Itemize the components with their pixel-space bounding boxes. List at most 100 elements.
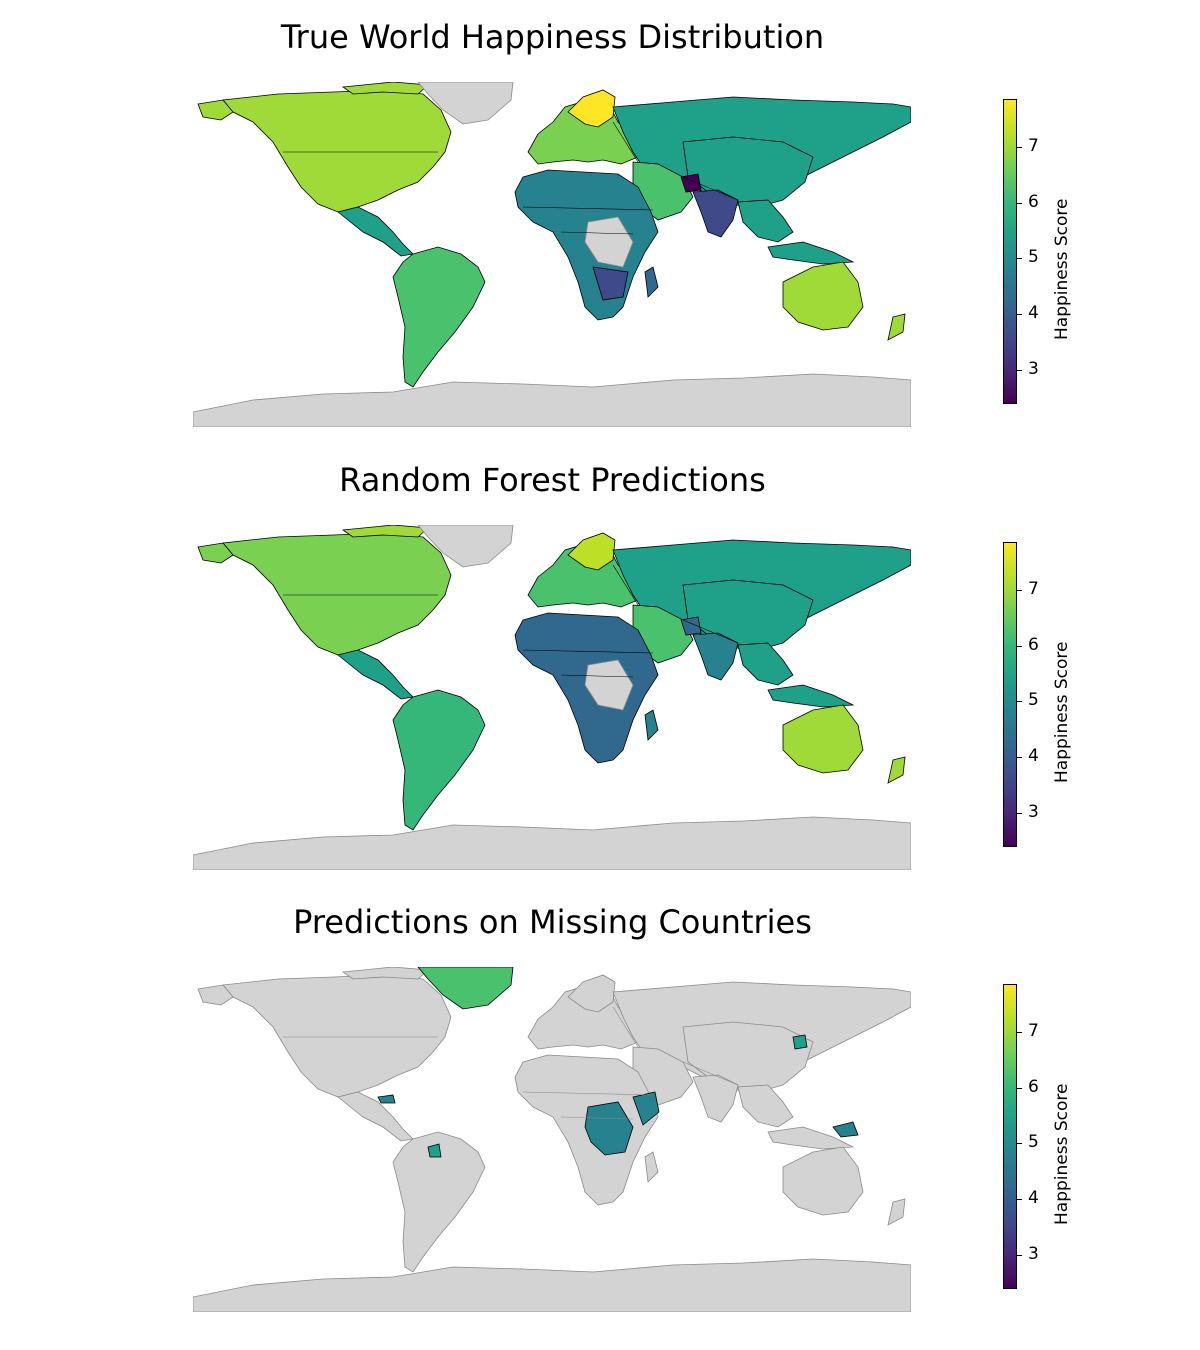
colorbar-tick (1017, 646, 1022, 647)
colorbar-tick-label: 7 (1028, 136, 1039, 156)
country-border (522, 649, 654, 654)
region-australia (782, 704, 864, 774)
region-detail-1 (592, 266, 629, 301)
region-madagascar (644, 266, 659, 298)
colorbar-tick-label: 6 (1028, 192, 1039, 212)
country-border (560, 1116, 634, 1120)
colorbar-tick-label: 4 (1028, 303, 1039, 323)
country-border (612, 564, 639, 606)
region-south-america (392, 246, 486, 388)
country-border (682, 619, 739, 644)
colorbar-label: Happiness Score (1052, 1083, 1072, 1225)
colorbar-gradient (1003, 984, 1017, 1289)
colorbar-tick-label: 3 (1028, 1244, 1039, 1264)
colorbar-tick (1017, 203, 1022, 204)
country-border (522, 1091, 654, 1096)
colorbar-tick-label: 6 (1028, 1077, 1039, 1097)
colorbar-tick-label: 6 (1028, 635, 1039, 655)
colorbar-tick (1017, 1255, 1022, 1256)
region-central-america (337, 1091, 414, 1142)
colorbar-tick-label: 5 (1028, 690, 1039, 710)
country-border (560, 231, 634, 235)
panel-title-predictions: Random Forest Predictions (339, 461, 766, 499)
world-map-true (193, 82, 911, 427)
region-se-asia (737, 1084, 794, 1128)
region-canada-islands (341, 525, 429, 538)
country-border (612, 1006, 639, 1048)
colorbar-tick (1017, 1199, 1022, 1200)
colorbar-tick (1017, 370, 1022, 371)
region-greenland (417, 82, 514, 125)
world-map-predictions (193, 525, 911, 870)
colorbar-tick (1017, 1088, 1022, 1089)
region-antarctica (193, 816, 911, 870)
region-new-zealand (887, 756, 906, 784)
region-se-asia (737, 642, 794, 686)
colorbar-tick (1017, 590, 1022, 591)
region-indonesia (767, 684, 855, 708)
region-china (682, 1021, 814, 1093)
colorbar-tick-label: 4 (1028, 1188, 1039, 1208)
country-border (560, 674, 634, 678)
colorbar-tick-label: 7 (1028, 1021, 1039, 1041)
country-border (682, 176, 739, 201)
region-south-america (392, 689, 486, 831)
region-detail-0 (584, 659, 634, 711)
colorbar-tick (1017, 1032, 1022, 1033)
region-china (682, 579, 814, 651)
country-border (682, 1061, 739, 1086)
region-alaska (197, 542, 234, 564)
region-india (692, 189, 739, 238)
country-border (522, 206, 654, 211)
country-border (612, 121, 639, 163)
region-madagascar (644, 709, 659, 741)
region-detail-2 (427, 1143, 442, 1158)
region-south-america (392, 1131, 486, 1273)
colorbar-tick-label: 5 (1028, 1132, 1039, 1152)
colorbar-tick (1017, 701, 1022, 702)
region-detail-3 (377, 1094, 396, 1104)
region-central-america (337, 206, 414, 257)
colorbar-tick-label: 4 (1028, 746, 1039, 766)
colorbar-gradient (1003, 542, 1017, 847)
colorbar-label: Happiness Score (1052, 641, 1072, 783)
region-north-america (222, 974, 452, 1098)
region-alaska (197, 99, 234, 121)
region-greenland (417, 525, 514, 568)
region-canada-islands (341, 82, 429, 95)
panel-title-missing: Predictions on Missing Countries (293, 903, 812, 941)
colorbar-tick-label: 7 (1028, 579, 1039, 599)
region-antarctica (193, 1258, 911, 1312)
region-north-america (222, 89, 452, 213)
region-madagascar (644, 1151, 659, 1183)
world-map-missing (193, 967, 911, 1312)
region-detail-1 (632, 1091, 660, 1126)
region-antarctica (193, 373, 911, 427)
colorbar-tick-label: 3 (1028, 359, 1039, 379)
panel-title-true: True World Happiness Distribution (280, 18, 825, 56)
region-central-america (337, 649, 414, 700)
region-detail-0 (584, 216, 634, 268)
colorbar-tick-label: 5 (1028, 247, 1039, 267)
region-alaska (197, 984, 234, 1006)
colorbar-tick (1017, 258, 1022, 259)
colorbar-tick-label: 3 (1028, 802, 1039, 822)
region-detail-5 (792, 1034, 808, 1050)
region-detail-4 (832, 1121, 859, 1138)
region-indonesia (767, 241, 855, 265)
region-china (682, 136, 814, 208)
region-india (692, 632, 739, 681)
colorbar-label: Happiness Score (1052, 198, 1072, 340)
region-north-america (222, 532, 452, 656)
colorbar-tick (1017, 813, 1022, 814)
region-australia (782, 1146, 864, 1216)
colorbar-tick (1017, 1143, 1022, 1144)
region-greenland (417, 967, 514, 1010)
colorbar-tick (1017, 314, 1022, 315)
region-india (692, 1074, 739, 1123)
region-canada-islands (341, 967, 429, 980)
region-se-asia (737, 199, 794, 243)
colorbar-tick (1017, 757, 1022, 758)
colorbar-tick (1017, 147, 1022, 148)
colorbar-gradient (1003, 99, 1017, 404)
